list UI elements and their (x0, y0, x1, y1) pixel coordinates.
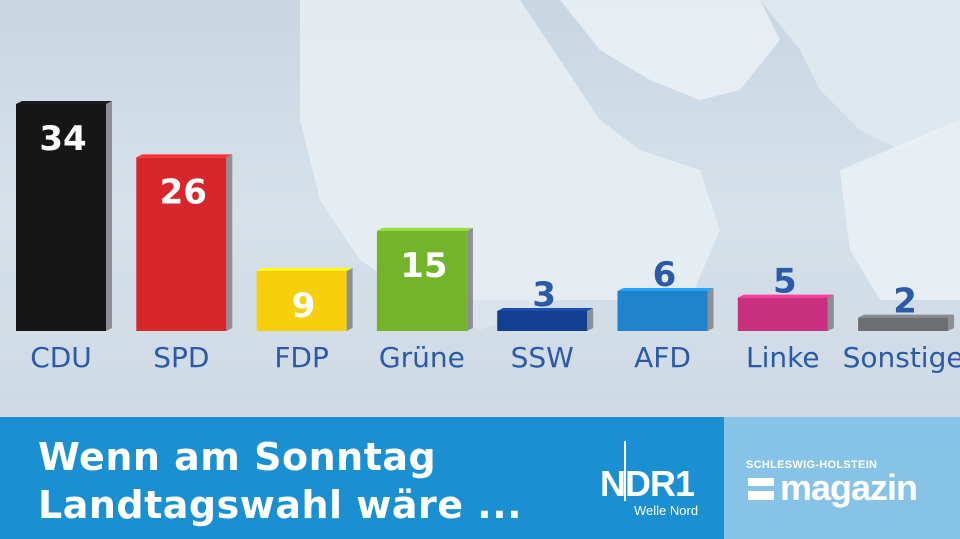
bar-sonstige (858, 314, 955, 331)
bar-linke (737, 294, 834, 331)
bar-cdu (16, 101, 112, 331)
bar-ssw (497, 307, 594, 331)
bar-afd (617, 287, 714, 331)
value-label-grüne: 15 (400, 246, 447, 286)
category-label-afd: AFD (634, 341, 691, 374)
value-label-linke: 5 (773, 262, 797, 302)
category-label-linke: Linke (746, 341, 820, 374)
footer: Wenn am Sonntag Landtagswahl wäre ... ND… (0, 417, 960, 539)
magazin-logo-word: magazin (780, 467, 918, 508)
value-label-ssw: 3 (532, 275, 556, 315)
value-label-spd: 26 (160, 172, 207, 212)
ndr-logo-bar (624, 441, 626, 501)
headline-line-1: Wenn am Sonntag (38, 435, 437, 479)
value-label-sonstige: 2 (893, 282, 917, 322)
bar-spd (136, 154, 233, 331)
category-label-spd: SPD (153, 341, 209, 374)
bar-grüne (376, 227, 473, 331)
headline-box: Wenn am Sonntag Landtagswahl wäre ... ND… (0, 417, 724, 539)
category-label-sonstige: Sonstige (843, 341, 960, 374)
magazin-logo-region: SCHLESWIG-HOLSTEIN (746, 459, 878, 471)
category-label-grüne: Grüne (379, 341, 465, 374)
value-label-cdu: 34 (39, 119, 86, 159)
ndr-logo: NDR1 Welle Nord (596, 441, 706, 521)
ndr-logo-subtitle: Welle Nord (634, 503, 699, 518)
category-label-fdp: FDP (274, 341, 329, 374)
bar-chart: 34 CDU 26 SPD 9 FDP 15 Grüne 3 SSW 6 AFD 5 Linke 2 Sons… (16, 101, 960, 374)
headline-line-2: Landtagswahl wäre ... (38, 483, 523, 527)
magazin-logo-box: SCHLESWIG-HOLSTEIN magazin (724, 417, 960, 539)
category-label-cdu: CDU (30, 341, 92, 374)
value-label-fdp: 9 (292, 286, 316, 326)
bar-fdp (256, 267, 353, 331)
ndr-logo-text: NDR1 (600, 463, 695, 504)
magazin-logo-icon (748, 478, 774, 500)
category-label-ssw: SSW (511, 341, 574, 374)
value-label-afd: 6 (653, 255, 677, 295)
